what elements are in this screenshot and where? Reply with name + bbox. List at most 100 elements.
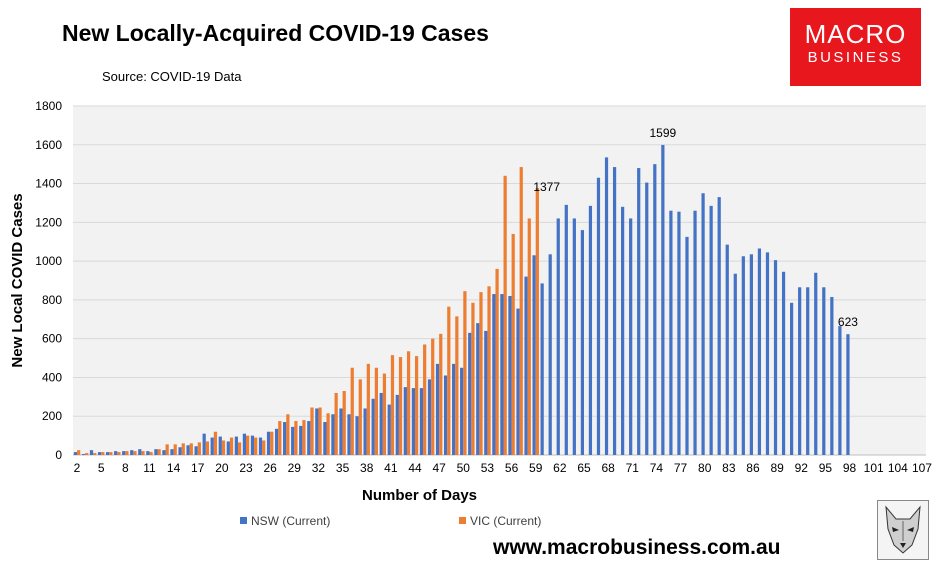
bar-vic bbox=[358, 379, 362, 455]
x-tick-label: 11 bbox=[143, 461, 156, 475]
bar-vic bbox=[109, 452, 113, 455]
bar-vic bbox=[406, 351, 411, 455]
bar-nsw bbox=[363, 408, 367, 455]
bar-vic bbox=[423, 344, 427, 455]
bar-vic bbox=[519, 167, 523, 455]
bar-nsw bbox=[814, 272, 818, 455]
bar-vic bbox=[117, 452, 121, 455]
y-tick-label: 1600 bbox=[35, 138, 62, 152]
bar-vic bbox=[334, 392, 338, 455]
bar-nsw bbox=[226, 441, 230, 455]
bar-nsw bbox=[781, 271, 786, 455]
bar-vic bbox=[463, 291, 467, 455]
bar-nsw bbox=[202, 433, 206, 455]
bar-vic bbox=[262, 440, 266, 455]
bar-nsw bbox=[427, 379, 432, 455]
bar-nsw bbox=[315, 408, 319, 455]
bar-vic bbox=[511, 233, 515, 455]
x-tick-label: 74 bbox=[650, 461, 664, 475]
bar-vic bbox=[246, 435, 250, 455]
x-tick-label: 44 bbox=[408, 461, 422, 475]
bar-nsw bbox=[798, 287, 802, 455]
bar-nsw bbox=[637, 168, 641, 456]
bar-vic bbox=[213, 431, 218, 455]
x-tick-label: 23 bbox=[239, 461, 253, 475]
x-tick-label: 14 bbox=[167, 461, 181, 475]
bar-nsw bbox=[339, 408, 343, 455]
bar-nsw bbox=[564, 204, 568, 455]
bar-vic bbox=[294, 421, 298, 455]
bar-nsw bbox=[347, 414, 351, 455]
bar-vic bbox=[77, 450, 81, 455]
bar-vic bbox=[398, 357, 403, 455]
bar-vic bbox=[173, 444, 177, 455]
bar-vic bbox=[342, 391, 346, 455]
bar-vic bbox=[165, 444, 169, 455]
bar-vic bbox=[326, 413, 330, 455]
bar-nsw bbox=[596, 177, 601, 455]
bar-vic bbox=[149, 452, 153, 455]
bar-vic bbox=[318, 407, 322, 455]
y-tick-label: 1400 bbox=[35, 177, 62, 191]
bar-vic bbox=[93, 453, 97, 455]
bar-vic bbox=[415, 356, 419, 455]
bar-nsw bbox=[146, 451, 150, 455]
x-tick-label: 26 bbox=[263, 461, 277, 475]
bar-vic bbox=[85, 453, 89, 455]
data-label: 623 bbox=[838, 315, 858, 329]
bar-nsw bbox=[725, 244, 729, 455]
bar-nsw bbox=[621, 206, 625, 455]
x-tick-label: 95 bbox=[819, 461, 833, 475]
legend-swatch-nsw bbox=[240, 517, 247, 524]
x-tick-label: 62 bbox=[553, 461, 567, 475]
bar-nsw bbox=[186, 445, 190, 455]
bar-vic bbox=[487, 286, 491, 455]
bar-nsw bbox=[170, 449, 174, 455]
y-axis-title: New Local COVID Cases bbox=[9, 193, 26, 367]
y-tick-label: 0 bbox=[55, 448, 62, 462]
x-tick-label: 38 bbox=[360, 461, 374, 475]
footer-url: www.macrobusiness.com.au bbox=[493, 536, 781, 559]
x-tick-label: 89 bbox=[770, 461, 784, 475]
bar-nsw bbox=[661, 144, 665, 455]
bar-nsw bbox=[395, 394, 399, 455]
bar-nsw bbox=[846, 334, 850, 455]
bar-nsw bbox=[266, 431, 271, 455]
x-tick-label: 20 bbox=[215, 461, 229, 475]
bar-nsw bbox=[403, 387, 407, 455]
bar-nsw bbox=[653, 164, 657, 455]
bar-nsw bbox=[717, 197, 721, 455]
bar-nsw bbox=[629, 218, 633, 455]
bar-nsw bbox=[81, 454, 86, 455]
bar-nsw bbox=[443, 375, 448, 455]
bar-nsw bbox=[612, 167, 617, 455]
y-tick-label: 600 bbox=[42, 332, 62, 346]
bar-vic bbox=[286, 414, 290, 455]
bar-vic bbox=[495, 268, 499, 455]
bar-nsw bbox=[387, 404, 391, 455]
bar-nsw bbox=[822, 287, 826, 455]
bar-vic bbox=[447, 306, 451, 455]
bar-nsw bbox=[130, 450, 134, 455]
bar-nsw bbox=[138, 449, 142, 455]
bar-nsw bbox=[460, 367, 464, 455]
bar-nsw bbox=[411, 388, 416, 455]
y-tick-label: 1200 bbox=[35, 215, 62, 229]
bar-vic bbox=[527, 218, 531, 455]
bar-vic bbox=[479, 292, 483, 455]
bar-vic bbox=[310, 407, 314, 455]
macrobusiness-logo: MACRO BUSINESS bbox=[790, 8, 921, 86]
x-tick-label: 47 bbox=[432, 461, 446, 475]
x-tick-label: 59 bbox=[529, 461, 543, 475]
bar-nsw bbox=[604, 157, 609, 455]
bar-nsw bbox=[355, 416, 359, 455]
bar-nsw bbox=[476, 323, 480, 455]
bar-nsw bbox=[452, 363, 456, 455]
bar-nsw bbox=[516, 308, 520, 455]
bar-vic bbox=[229, 437, 234, 455]
bar-nsw bbox=[250, 435, 255, 455]
y-tick-label: 800 bbox=[42, 293, 62, 307]
bar-nsw bbox=[540, 283, 544, 455]
bar-nsw bbox=[741, 256, 745, 455]
bar-nsw bbox=[765, 252, 770, 455]
